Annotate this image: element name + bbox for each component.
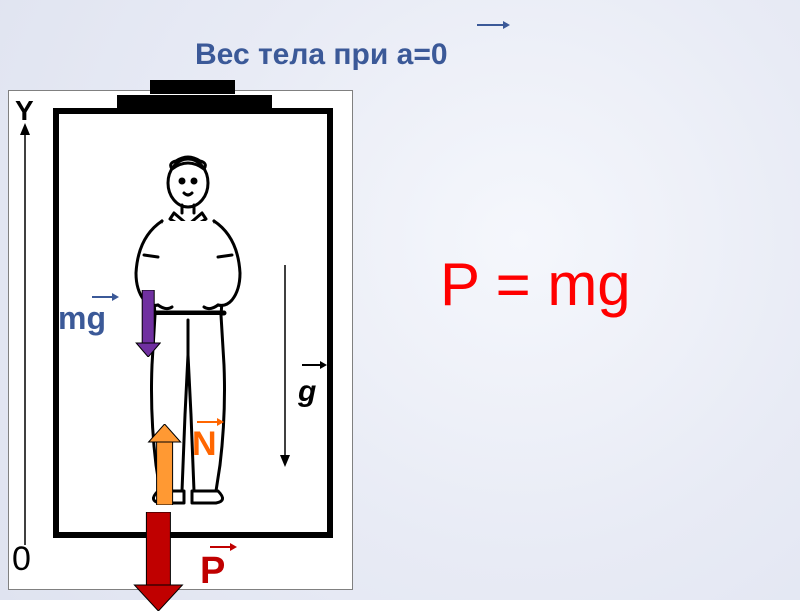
p-label: P [200,550,225,593]
formula: P = mg [440,250,631,319]
vector-arrow-icon [475,18,511,32]
vector-arrow-icon [300,358,328,372]
page-title: Вес тела при а=0 [195,38,448,72]
force-arrow [135,290,161,357]
mg-label: mg [58,300,106,337]
person-figure [100,155,275,505]
g-axis [277,265,293,467]
origin-label: 0 [12,540,31,579]
vector-arrow-icon [208,540,238,554]
vector-arrow-icon [195,415,225,429]
n-label: N [192,425,217,464]
elevator-cap [150,80,235,94]
force-arrow [132,512,185,611]
y-axis [17,123,33,545]
g-label: g [298,375,316,409]
vector-arrow-icon [90,290,120,304]
slide: Вес тела при а=0P = mgY0g mgNP [0,0,800,600]
force-arrow [147,424,182,505]
